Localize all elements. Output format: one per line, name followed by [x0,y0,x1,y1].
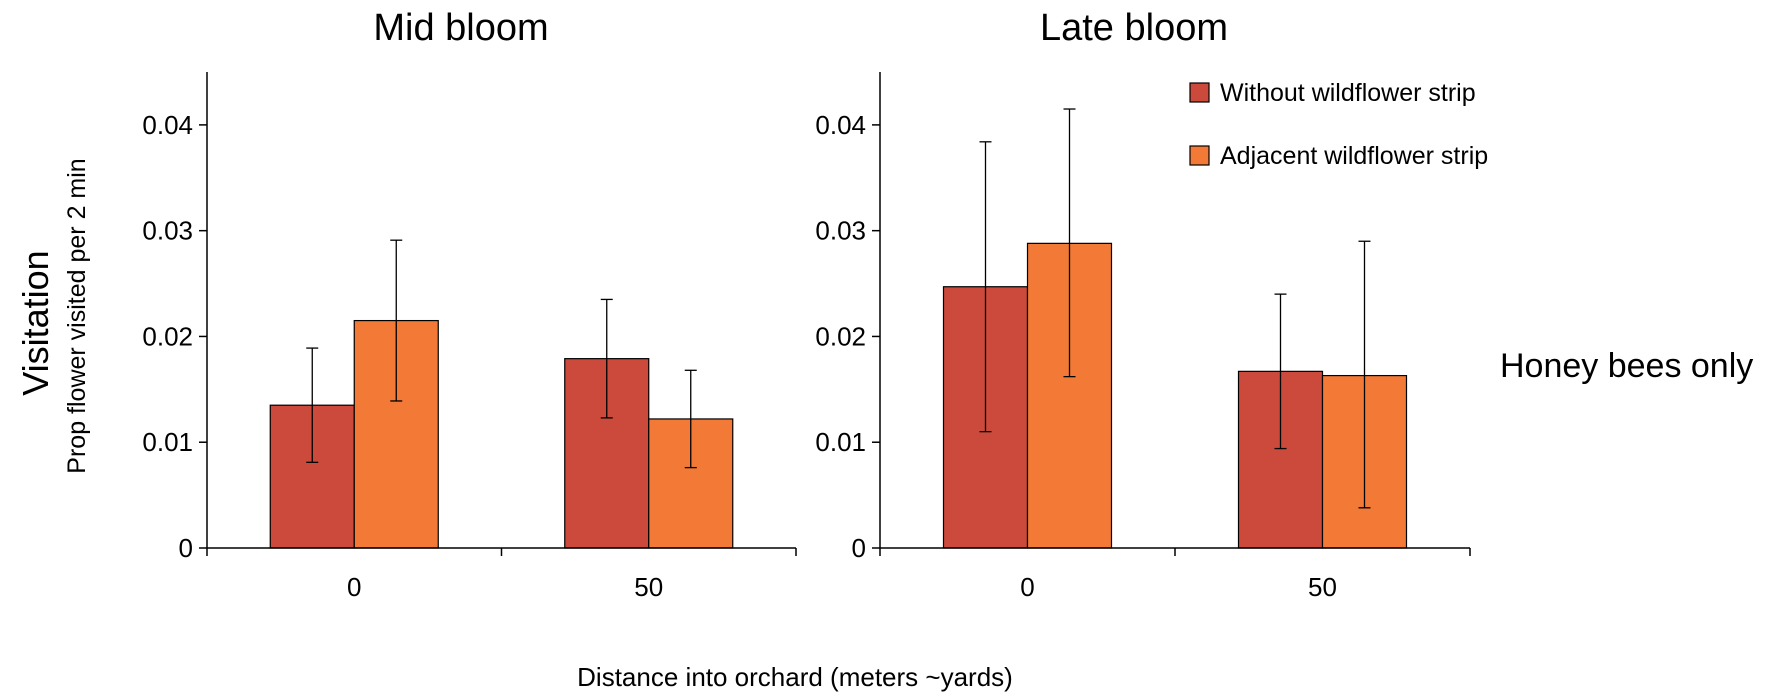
honey-bees-only-label: Honey bees only [1500,347,1753,385]
panel-mid-bloom: 0 0.01 0.02 0.03 0.04 0 50 [142,72,797,602]
y-tick-label: 0.03 [815,216,866,246]
y-tick-label: 0.02 [815,321,866,351]
y-tick-label: 0.04 [815,110,866,140]
y-tick-label: 0.03 [142,216,193,246]
x-axis-title: Distance into orchard (meters ~yards) [577,662,1013,692]
panel-title-mid-bloom: Mid bloom [373,7,548,49]
x-tick-label: 0 [1020,572,1034,602]
y-tick-label: 0.04 [142,110,193,140]
y-tick-label: 0 [852,533,866,563]
legend: Without wildflower strip Adjacent wildfl… [1189,79,1488,170]
legend-swatch-adjacent [1189,145,1210,166]
y-tick-label: 0 [179,533,193,563]
x-tick-label: 0 [347,572,361,602]
y-tick-label: 0.01 [815,427,866,457]
y-tick-label: 0.02 [142,321,193,351]
y-tick-label: 0.01 [142,427,193,457]
y-axis-title: Visitation [15,250,56,395]
legend-label-adjacent: Adjacent wildflower strip [1220,142,1488,170]
legend-label-without: Without wildflower strip [1220,79,1476,107]
panel-late-bloom: 0 0.01 0.02 0.03 0.04 0 50 [815,72,1471,602]
x-tick-label: 50 [1308,572,1337,602]
legend-swatch-without [1189,82,1210,103]
x-tick-label: 50 [634,572,663,602]
y-axis-subtitle: Prop flower visited per 2 min [63,158,91,473]
panel-title-late-bloom: Late bloom [1040,7,1228,49]
